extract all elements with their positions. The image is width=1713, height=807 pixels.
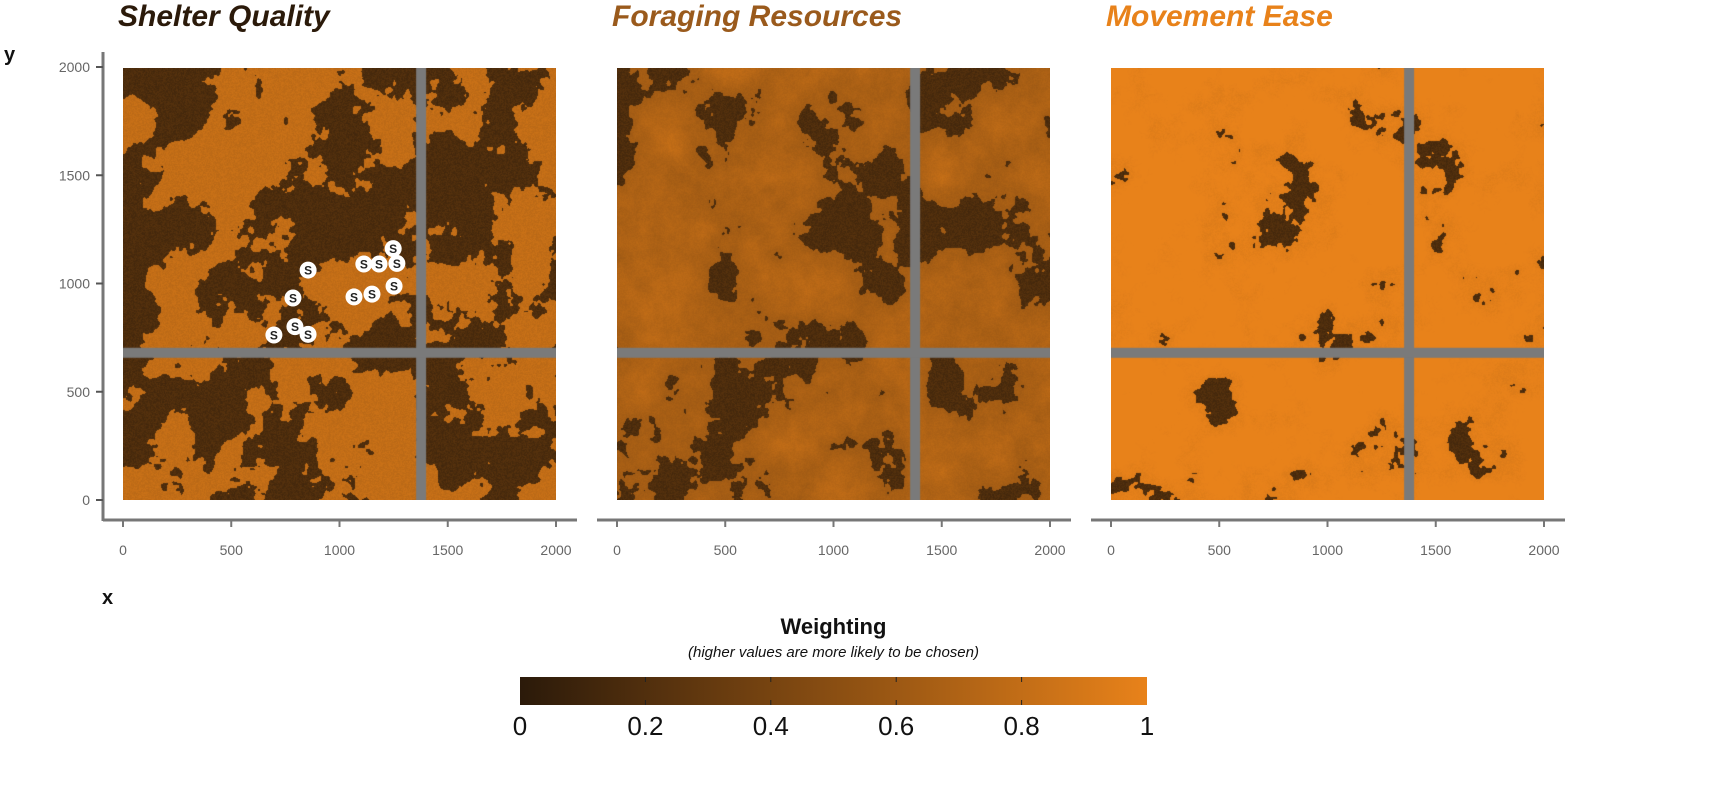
- colorbar-tick-label: 0.4: [753, 711, 789, 741]
- shelter-point-label: S: [350, 290, 358, 304]
- shelter-point-label: S: [390, 280, 398, 294]
- x-tick-label: 0: [119, 542, 127, 558]
- colorbar-tick-label: 0.6: [878, 711, 914, 741]
- x-tick-label: 500: [714, 542, 738, 558]
- shelter-point-label: S: [360, 258, 368, 272]
- x-tick-label: 0: [1107, 542, 1115, 558]
- panel-title-shelter: Shelter Quality: [118, 0, 330, 33]
- x-axis-label: x: [102, 587, 114, 609]
- shelter-point: [284, 289, 302, 307]
- x-tick-label: 2000: [1034, 542, 1065, 558]
- shelter-point-label: S: [375, 258, 383, 272]
- shelter-point-label: S: [289, 292, 297, 306]
- shelter-point: [265, 326, 283, 344]
- heatmap-shelter: [123, 68, 556, 500]
- y-axis-label: y: [4, 44, 16, 66]
- colorbar-tick-label: 0: [513, 711, 527, 741]
- shelter-point: [363, 285, 381, 303]
- x-tick-label: 1500: [432, 542, 463, 558]
- colorbar-tick-label: 0.8: [1004, 711, 1040, 741]
- x-tick-label: 2000: [540, 542, 571, 558]
- x-tick-label: 2000: [1528, 542, 1559, 558]
- shelter-point-label: S: [291, 320, 299, 334]
- shelter-point: [385, 277, 403, 295]
- legend-subtitle: (higher values are more likely to be cho…: [688, 644, 979, 661]
- panel-title-foraging: Foraging Resources: [612, 0, 903, 33]
- colorbar-tick-label: 0.2: [627, 711, 663, 741]
- shelter-point: [345, 288, 363, 306]
- x-tick-label: 1000: [818, 542, 849, 558]
- colorbar-tick-label: 1: [1140, 711, 1154, 741]
- shelter-point: [299, 325, 317, 343]
- y-tick-label: 1000: [59, 276, 90, 292]
- colorbar: [520, 677, 1147, 705]
- shelter-point-label: S: [389, 242, 397, 256]
- x-tick-label: 1500: [926, 542, 957, 558]
- legend-title: Weighting: [780, 614, 887, 639]
- y-tick-label: 1500: [59, 167, 90, 183]
- x-tick-label: 1000: [324, 542, 355, 558]
- shelter-point-label: S: [393, 257, 401, 271]
- shelter-point-label: S: [304, 264, 312, 278]
- x-tick-label: 1000: [1312, 542, 1343, 558]
- heatmap-foraging: [617, 68, 1050, 500]
- y-tick-label: 2000: [59, 59, 90, 75]
- shelter-point: [384, 240, 402, 258]
- shelter-point: [355, 255, 373, 273]
- shelter-point: [299, 261, 317, 279]
- x-tick-label: 0: [613, 542, 621, 558]
- shelter-point: [286, 318, 304, 336]
- x-tick-label: 500: [220, 542, 244, 558]
- x-tick-label: 500: [1208, 542, 1232, 558]
- shelter-point: [370, 255, 388, 273]
- shelter-point-label: S: [304, 328, 312, 342]
- x-tick-label: 1500: [1420, 542, 1451, 558]
- shelter-point: [388, 254, 406, 272]
- shelter-point-label: S: [368, 288, 376, 302]
- y-tick-label: 0: [82, 492, 90, 508]
- heatmap-movement: [1111, 68, 1544, 500]
- shelter-point-label: S: [270, 329, 278, 343]
- y-tick-label: 500: [67, 384, 91, 400]
- panel-title-movement: Movement Ease: [1106, 0, 1333, 33]
